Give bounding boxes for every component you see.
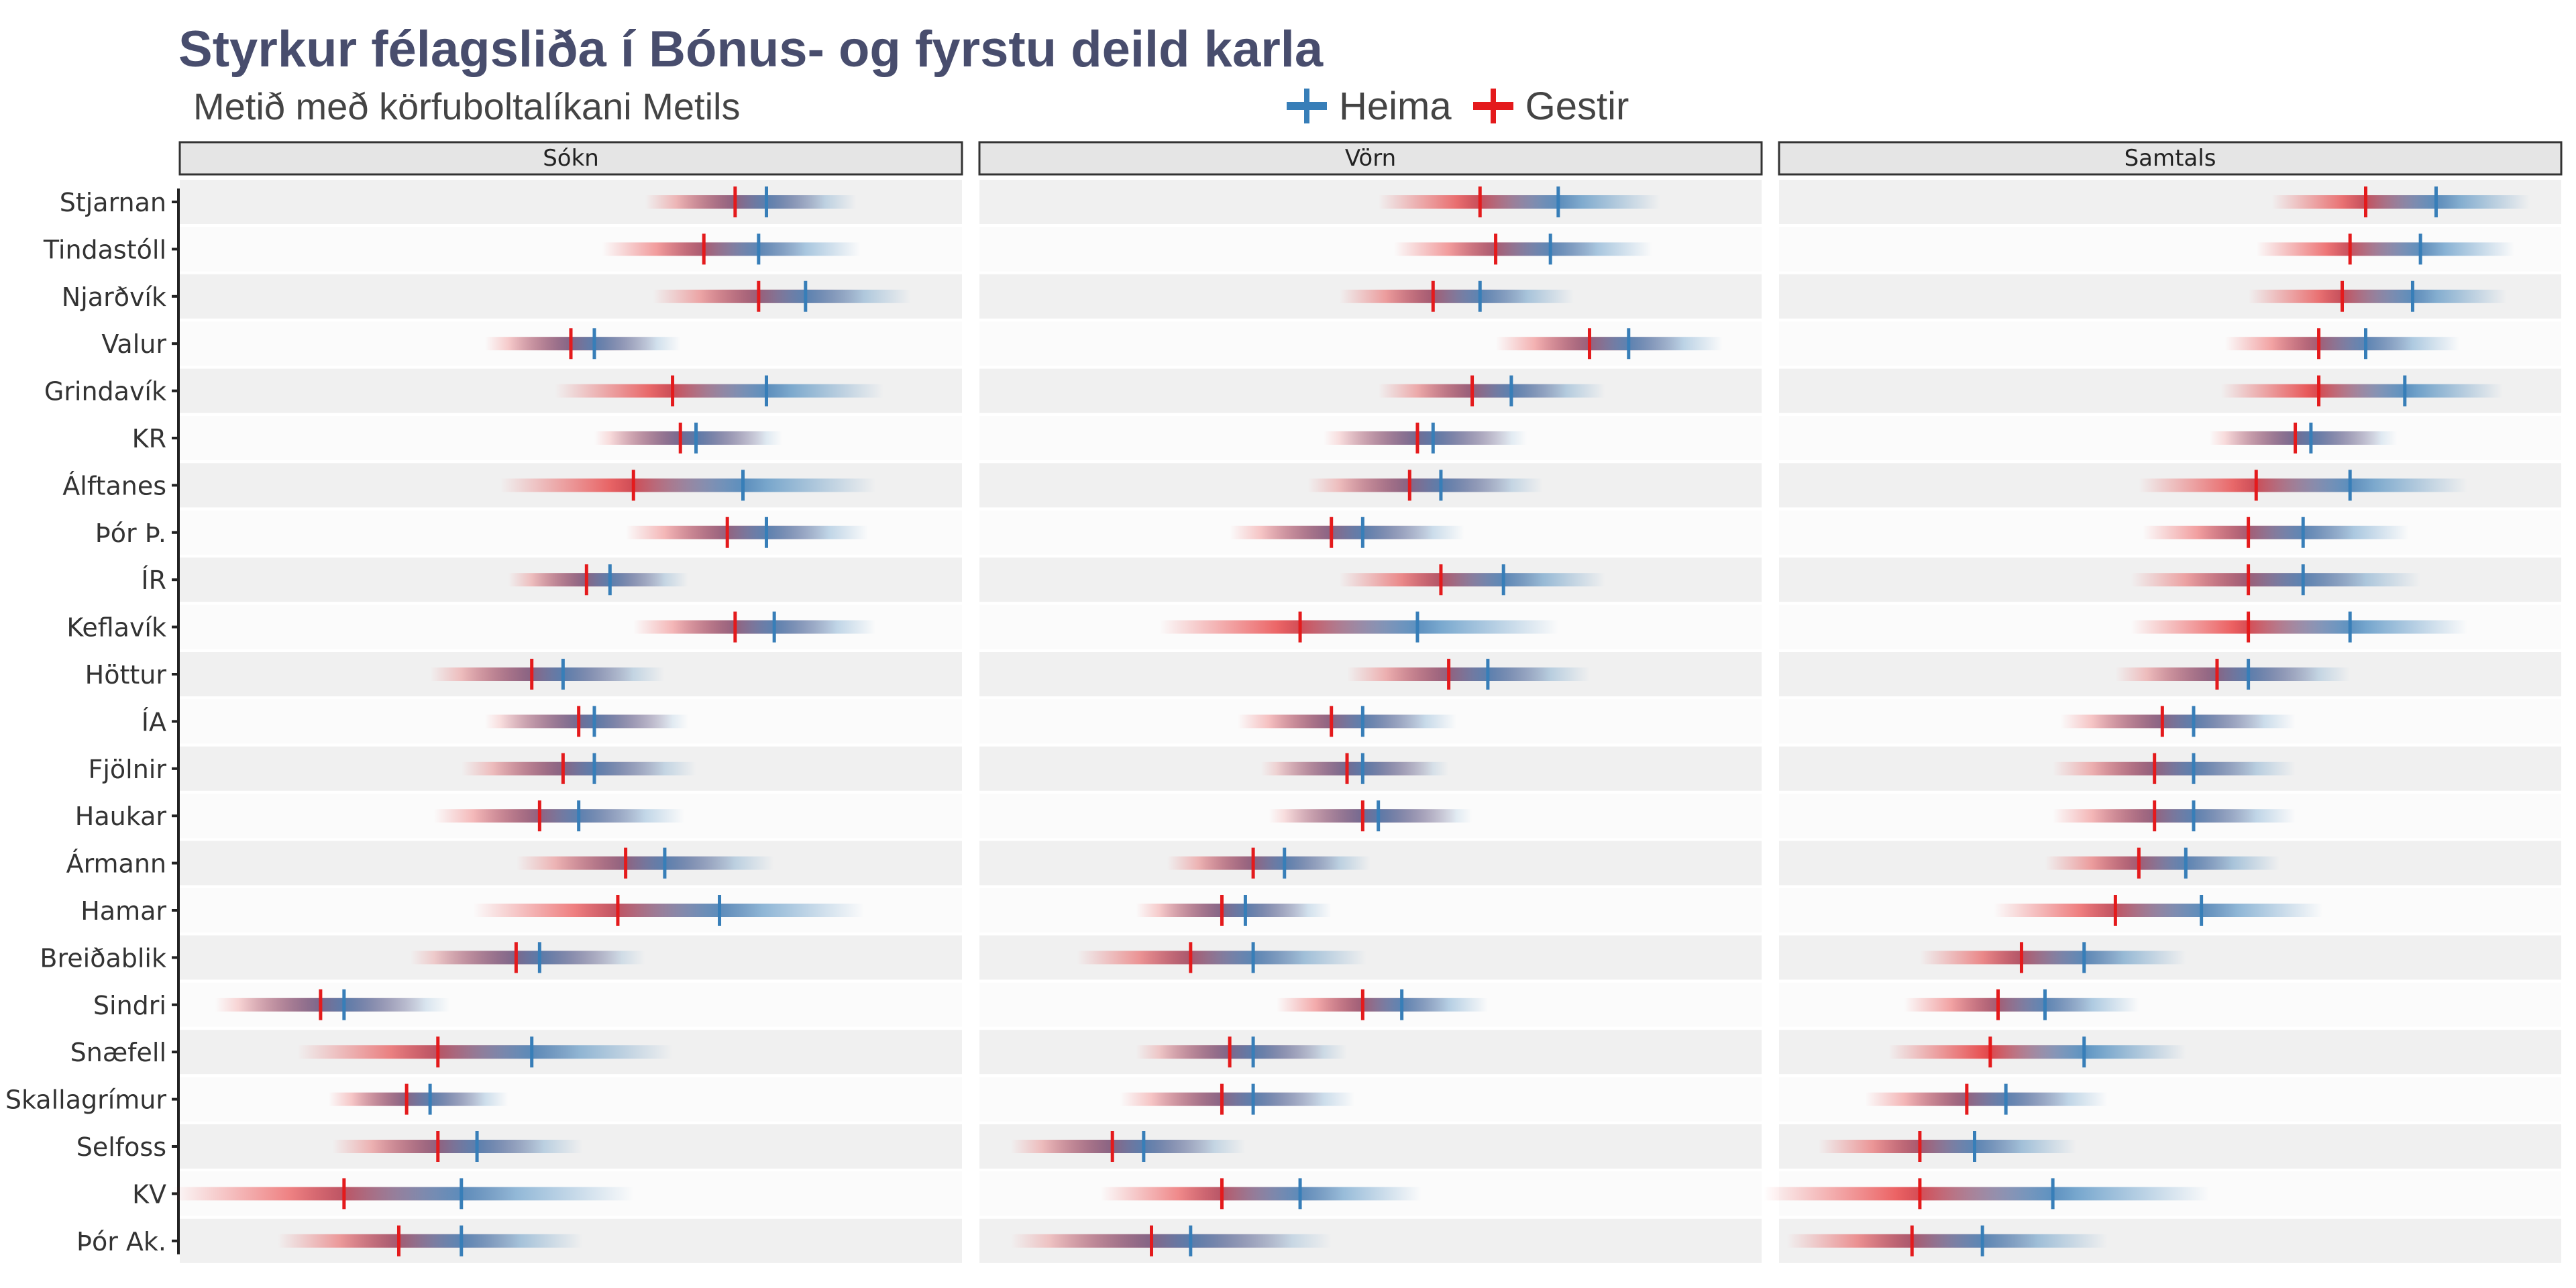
row-bg-vorn-hamar xyxy=(979,888,1762,932)
team-label-stjarnan: Stjarnan xyxy=(60,188,166,217)
team-label-thor-ak: Þór Ak. xyxy=(76,1227,166,1256)
legend-label-heima: Heima xyxy=(1339,84,1452,128)
team-label-skallagrimur: Skallagrímur xyxy=(5,1085,167,1115)
chart-title: Styrkur félagsliða í Bónus- og fyrstu de… xyxy=(178,21,1324,78)
row-bg-vorn-grindavik xyxy=(979,368,1762,413)
legend-key-heima-tick xyxy=(1304,89,1309,123)
team-label-keflavik: Keflavík xyxy=(66,613,166,643)
legend-key-heima xyxy=(1287,86,1327,126)
team-label-njardvik: Njarðvík xyxy=(62,282,166,312)
team-label-grindavik: Grindavík xyxy=(44,377,166,407)
chart-subtitle: Metið með körfuboltalíkani Metils xyxy=(193,85,741,127)
legend-key-gestir xyxy=(1472,86,1513,126)
team-label-selfoss: Selfoss xyxy=(76,1132,166,1162)
row-bg-sokn-kr xyxy=(180,416,962,460)
team-label-alftanes: Álftanes xyxy=(62,471,166,500)
panel-samtals: Samtals xyxy=(1763,141,2563,1263)
legend: Heima Gestir xyxy=(1287,82,1650,130)
strip-label-samtals: Samtals xyxy=(2125,145,2216,172)
team-label-valur: Valur xyxy=(101,329,166,359)
strip-sokn xyxy=(178,141,963,176)
row-bg-sokn-skallagrimur xyxy=(180,1077,962,1122)
team-label-kv: KV xyxy=(132,1179,166,1209)
team-label-kr: KR xyxy=(132,424,166,453)
team-label-breidablik: Breiðablik xyxy=(40,943,166,973)
team-label-hamar: Hamar xyxy=(80,896,166,926)
team-label-snaefell: Snæfell xyxy=(70,1038,166,1067)
row-bg-vorn-snaefell xyxy=(979,1030,1762,1075)
strip-label-vorn: Vörn xyxy=(1345,145,1396,172)
strip-samtals xyxy=(1778,141,2563,176)
row-bg-vorn-skallagrimur xyxy=(979,1077,1762,1122)
legend-key-gestir-tick xyxy=(1490,89,1496,123)
team-label-thor-th: Þór Þ. xyxy=(95,519,166,548)
panel-vorn: Vörn xyxy=(978,141,1763,1263)
team-label-hottur: Höttur xyxy=(85,660,167,690)
row-bg-samtals-kr xyxy=(1779,416,2561,460)
panel-sokn: Sókn xyxy=(172,141,963,1263)
team-label-haukar: Haukar xyxy=(75,802,167,831)
team-label-ir: ÍR xyxy=(141,566,166,595)
legend-label-gestir: Gestir xyxy=(1525,84,1629,128)
team-label-sindri: Sindri xyxy=(93,991,166,1020)
team-label-armann: Ármann xyxy=(66,849,166,879)
team-label-tindastoll: Tindastóll xyxy=(43,235,166,264)
team-label-ia: ÍA xyxy=(142,707,166,737)
strip-vorn xyxy=(978,141,1763,176)
strip-label-sokn: Sókn xyxy=(543,145,599,172)
row-bg-samtals-sindri xyxy=(1779,982,2561,1027)
team-label-fjolnir: Fjölnir xyxy=(89,755,167,784)
